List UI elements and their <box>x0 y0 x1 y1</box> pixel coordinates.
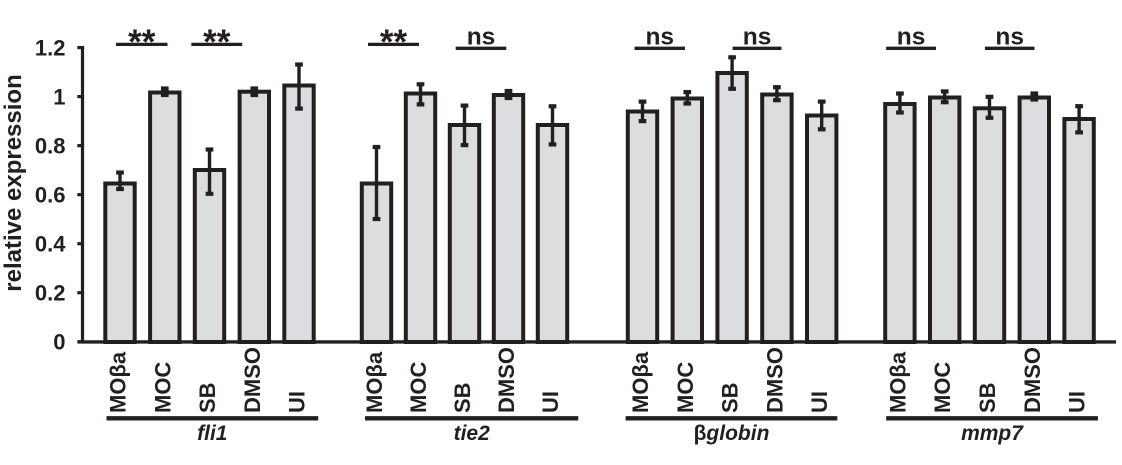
svg-text:UI: UI <box>807 391 832 413</box>
svg-text:ns: ns <box>897 24 926 51</box>
svg-text:SB: SB <box>450 382 475 413</box>
svg-text:**: ** <box>380 23 408 62</box>
svg-text:ns: ns <box>645 24 674 51</box>
svg-text:fli1: fli1 <box>197 422 227 445</box>
svg-text:MOβa: MOβa <box>885 351 910 413</box>
svg-text:ns: ns <box>743 24 772 51</box>
svg-text:SB: SB <box>195 382 220 413</box>
svg-text:**: ** <box>203 23 231 62</box>
svg-text:DMSO: DMSO <box>494 347 519 413</box>
svg-text:MOC: MOC <box>406 362 431 413</box>
svg-text:relative expression: relative expression <box>0 74 27 291</box>
svg-text:0.4: 0.4 <box>35 232 66 257</box>
svg-text:MOβa: MOβa <box>362 351 387 413</box>
svg-text:MOβa: MOβa <box>106 351 131 413</box>
svg-text:0.6: 0.6 <box>35 182 66 207</box>
svg-text:βglobin: βglobin <box>694 422 770 445</box>
svg-text:UI: UI <box>1065 391 1090 413</box>
svg-text:1.2: 1.2 <box>35 35 66 60</box>
svg-text:DMSO: DMSO <box>762 347 787 413</box>
svg-text:0.2: 0.2 <box>35 281 66 306</box>
svg-text:0.8: 0.8 <box>35 133 66 158</box>
svg-text:1: 1 <box>53 84 65 109</box>
svg-text:SB: SB <box>975 382 1000 413</box>
svg-text:MOC: MOC <box>930 362 955 413</box>
svg-text:SB: SB <box>718 382 743 413</box>
svg-text:UI: UI <box>538 391 563 413</box>
svg-text:ns: ns <box>995 24 1024 51</box>
svg-text:**: ** <box>128 23 156 62</box>
svg-text:ns: ns <box>467 24 496 51</box>
svg-text:DMSO: DMSO <box>240 347 265 413</box>
svg-text:tie2: tie2 <box>454 422 491 445</box>
svg-text:mmp7: mmp7 <box>961 422 1024 445</box>
svg-text:UI: UI <box>285 391 310 413</box>
svg-text:MOC: MOC <box>150 362 175 413</box>
svg-text:MOC: MOC <box>673 362 698 413</box>
svg-text:0: 0 <box>53 330 65 355</box>
svg-text:DMSO: DMSO <box>1020 347 1045 413</box>
svg-text:MOβa: MOβa <box>628 351 653 413</box>
